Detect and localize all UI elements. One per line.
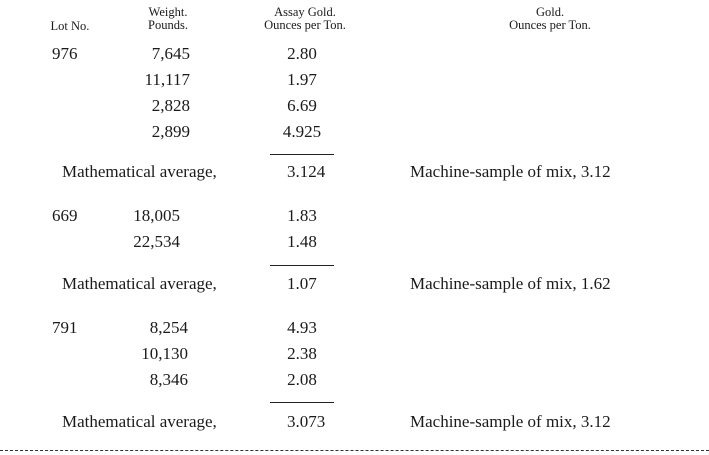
sum-rule [270, 154, 334, 155]
weight-cell: 2,828 [151, 96, 190, 115]
weight-cell: 7,645 [151, 44, 190, 63]
weight-cell: 8,346 [149, 370, 188, 389]
average-label: Mathematical average, [62, 274, 217, 293]
weight-cell: 2,899 [151, 122, 190, 141]
average-value: 3.124 [287, 162, 326, 181]
bottom-divider [0, 450, 709, 451]
average-label: Mathematical average, [62, 162, 217, 181]
sum-rule [270, 402, 334, 403]
header-assay-gold: Assay Gold. Ounces per Ton. [225, 6, 385, 32]
weight-cell: 18,005 [133, 206, 180, 225]
header-lot-no: Lot No. [50, 19, 90, 33]
assay-cell: 4.93 [287, 318, 317, 337]
weight-cell: 11,117 [144, 70, 191, 89]
lot-number: 791 [52, 318, 78, 337]
header-assay-line2: Ounces per Ton. [264, 18, 346, 32]
header-weight: Weight. Pounds. [128, 6, 208, 32]
header-gold-line1: Gold. [535, 5, 565, 19]
assay-cell: 4.925 [282, 122, 322, 141]
header-weight-line1: Weight. [148, 5, 188, 19]
sum-rule [270, 265, 334, 266]
machine-sample: Machine-sample of mix, 3.12 [410, 412, 611, 431]
lot-number: 669 [52, 206, 78, 225]
average-value: 3.073 [287, 412, 326, 431]
average-value: 1.07 [287, 274, 317, 293]
assay-cell: 2.38 [287, 344, 317, 363]
header-assay-line1: Assay Gold. [274, 5, 336, 19]
lot-number: 976 [52, 44, 78, 63]
machine-sample: Machine-sample of mix, 1.62 [410, 274, 611, 293]
assay-cell: 2.80 [287, 44, 317, 63]
header-gold: Gold. Ounces per Ton. [465, 6, 635, 32]
assay-cell: 1.48 [287, 232, 317, 251]
assay-cell: 6.69 [287, 96, 317, 115]
assay-cell: 1.83 [287, 206, 317, 225]
header-weight-line2: Pounds. [148, 18, 188, 32]
weight-cell: 10,130 [141, 344, 188, 363]
assay-cell: 2.08 [287, 370, 317, 389]
average-label: Mathematical average, [62, 412, 217, 431]
assay-cell: 1.97 [287, 70, 317, 89]
weight-cell: 22,534 [133, 232, 180, 251]
machine-sample: Machine-sample of mix, 3.12 [410, 162, 611, 181]
header-gold-line2: Ounces per Ton. [509, 18, 591, 32]
weight-cell: 8,254 [149, 318, 188, 337]
